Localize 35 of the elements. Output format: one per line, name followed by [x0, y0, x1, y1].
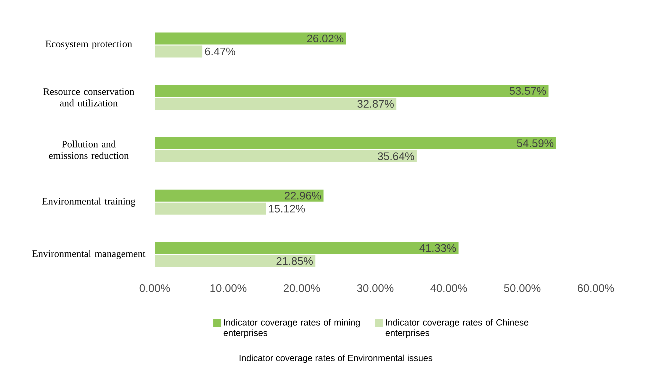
bar	[155, 46, 203, 58]
x-tick-label: 60.00%	[578, 284, 614, 292]
x-tick-label: 50.00%	[504, 284, 541, 292]
data-label: 32.87%	[358, 100, 394, 108]
x-tick-label: 0.00%	[140, 284, 170, 292]
bar	[155, 138, 556, 150]
y-tick-label: Environmental training	[42, 198, 136, 207]
text: Indicator coverage rates of Environmental issues	[240, 354, 433, 364]
data-label: 15.12%	[269, 205, 306, 213]
bar	[155, 202, 266, 215]
bar	[155, 85, 549, 98]
data-label: 53.57%	[510, 87, 546, 95]
data-label: 6.47%	[205, 48, 236, 56]
legend-label: Indicator coverage rates of Chinese enterprises	[386, 319, 529, 338]
y-tick-label: Ecosystem protection	[46, 40, 132, 50]
y-tick-label: Pollution and emissions reduction	[49, 140, 129, 160]
x-tick-label: 30.00%	[357, 284, 394, 292]
bar	[155, 32, 346, 45]
bar	[155, 190, 324, 202]
bar	[155, 242, 459, 254]
x-tick-label: 20.00%	[284, 284, 320, 292]
data-label: 41.33%	[420, 244, 456, 252]
legend-label: Indicator coverage rates of mining enterprises	[224, 319, 360, 338]
x-tick-label: 10.00%	[210, 284, 247, 292]
x-tick-label: 40.00%	[430, 284, 468, 292]
bar	[155, 150, 417, 163]
data-label: 26.02%	[307, 34, 344, 43]
bar	[155, 255, 316, 268]
data-label: 22.96%	[284, 192, 322, 200]
data-label: 54.59%	[517, 140, 554, 148]
y-tick-label: Resource conservation and utilization	[44, 88, 134, 107]
data-label: 21.85%	[276, 257, 313, 266]
y-tick-label: Environmental management	[32, 250, 146, 260]
data-label: 35.64%	[378, 152, 414, 160]
bar	[155, 98, 397, 110]
